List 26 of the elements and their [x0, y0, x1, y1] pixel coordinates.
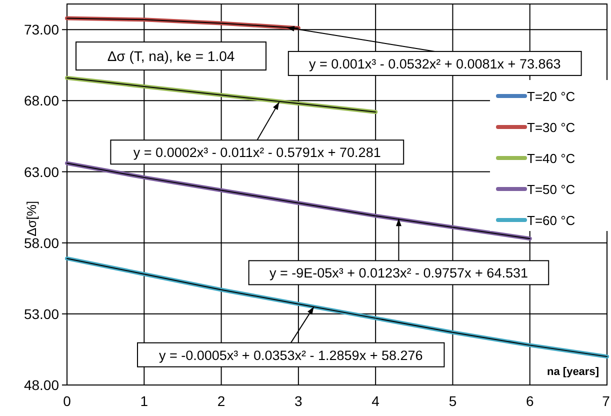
x-tick-label: 1 — [140, 393, 148, 409]
x-tick-label: 7 — [602, 393, 610, 409]
y-tick-label: 73.00 — [24, 22, 60, 38]
annotation: y = 0.0002x³ - 0.011x² - 0.5791x + 70.281 — [133, 145, 381, 160]
legend-label: T=50 °C — [527, 182, 576, 197]
legend-label: T=60 °C — [527, 213, 576, 228]
annotation: y = 0.001x³ - 0.0532x² + 0.0081x + 73.863 — [308, 56, 561, 72]
x-axis-title: na [years] — [547, 366, 600, 378]
y-tick-label: 48.00 — [24, 377, 60, 393]
x-tick-label: 2 — [217, 393, 226, 409]
x-tick-label: 4 — [372, 393, 380, 409]
x-tick-label: 0 — [63, 393, 72, 409]
y-tick-label: 63.00 — [24, 164, 60, 180]
x-tick-label: 6 — [526, 393, 534, 409]
x-tick-label: 5 — [448, 393, 457, 409]
y-tick-label: 68.00 — [24, 92, 60, 109]
legend-label: T=40 °C — [527, 151, 576, 166]
annotation: y = -9E-05x³ + 0.0123x² - 0.9757x + 64.531 — [269, 266, 528, 281]
y-tick-label: 58.00 — [24, 234, 60, 251]
text: Δσ (T, na), ke = 1.04 — [107, 48, 235, 64]
legend-label: T=20 °C — [527, 89, 576, 104]
y-tick-label: 53.00 — [24, 306, 60, 322]
y-axis-title: Δσ[%] — [24, 200, 39, 236]
x-tick-label: 3 — [294, 393, 303, 409]
legend-label: T=30 °C — [527, 120, 576, 135]
annotation: y = -0.0005x³ + 0.0353x² - 1.2859x + 58.276 — [158, 348, 423, 363]
